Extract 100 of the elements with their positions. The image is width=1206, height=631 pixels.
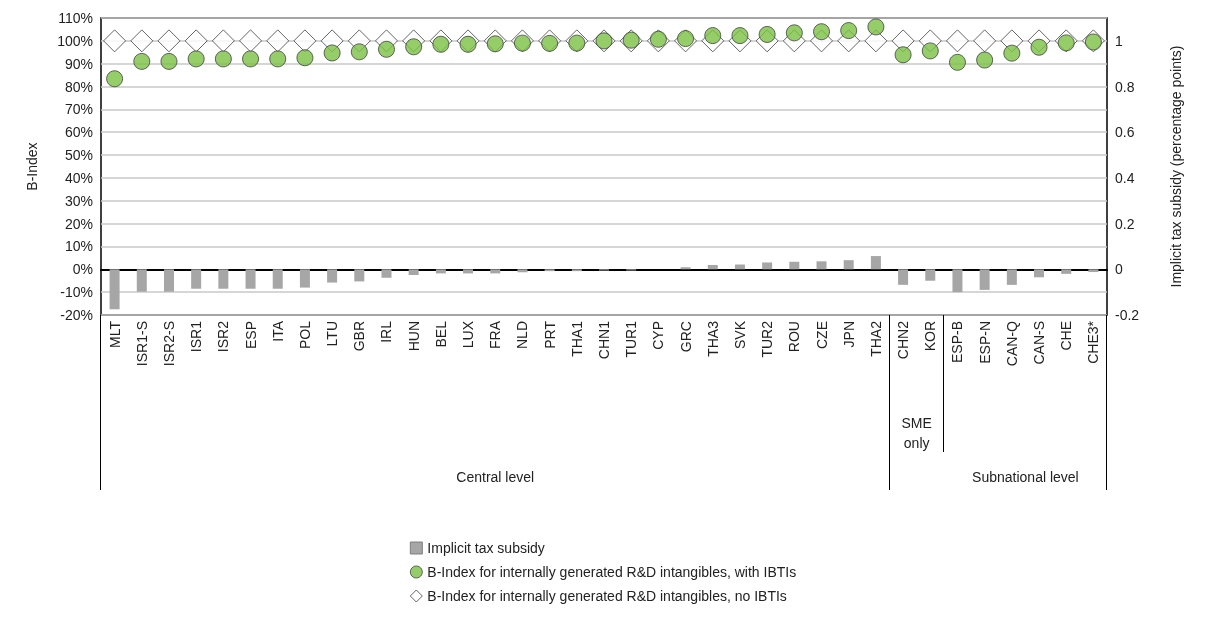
point [106,70,124,88]
x-tick-label: GBR [351,321,368,352]
point [1003,44,1021,62]
bar [272,269,283,289]
x-tick-label: ITA [269,320,286,342]
bar [435,269,446,274]
point [921,42,939,60]
y-tick-label: -20% [60,307,93,323]
bar [136,269,147,292]
y-tick-label: -10% [60,284,93,301]
x-tick-label: CAN-Q [1003,320,1020,367]
y2-tick-label: -0.2 [1115,307,1140,323]
y-tick-label: 10% [64,238,93,255]
point [266,29,290,53]
x-tick-label: ISR2-S [160,321,177,367]
bar [463,269,474,274]
y-tick-label: 70% [64,101,93,118]
x-tick-label: CAN-S [1031,321,1048,365]
x-tick-label: JPN [840,321,857,348]
x-tick-label: ESP [242,321,259,350]
point [948,53,966,71]
x-tick-label: CZE [813,321,830,349]
y-tick-label: 0% [72,261,93,278]
point [242,50,260,68]
bar [327,269,338,283]
y2-tick-label: 0.2 [1115,215,1135,232]
bar [408,269,419,276]
bar [680,267,691,270]
x-tick-label: TUR1 [623,320,640,358]
x-tick-label: ISR1 [188,320,205,353]
x-tick-label: POL [296,320,313,350]
x-tick-label: CHN1 [596,320,612,360]
bar [789,261,800,270]
bar [952,269,963,293]
point [894,46,912,64]
x-tick-label: ISR2 [215,320,232,353]
x-tick-label: KOR [922,321,939,352]
y-tick-label: 40% [64,169,93,186]
y-tick-label: 20% [64,215,93,232]
point [945,29,969,53]
x-tick-label: CHE3* [1085,320,1102,364]
x-tick-label: ISR1-S [133,321,150,367]
bar [979,269,990,290]
x-tick-label: HUN [405,321,422,352]
x-tick-label: TUR2 [759,320,776,358]
bar [925,269,936,281]
x-tick-label: CHE [1058,321,1075,351]
y2-tick-label: 1 [1115,32,1123,49]
x-tick-label: GRC [677,321,694,353]
y-tick-label: 50% [64,147,93,164]
y-tick-label: 80% [64,78,93,95]
bar [843,260,854,270]
bar [218,269,229,289]
text: SME only [900,414,933,453]
x-tick-label: CYP [650,321,667,350]
point [157,29,181,53]
x-tick-label: ROU [786,321,803,353]
point [133,52,151,70]
point [293,29,317,53]
point [187,50,205,68]
y2-axis-title: Implicit tax subsidy (percentage points) [1168,45,1184,288]
y2-tick-label: 0.6 [1115,124,1135,141]
x-tick-label: LUX [460,320,477,349]
point [350,43,368,61]
bar [490,269,501,274]
bar [816,261,827,270]
x-tick-label: ESP-N [976,321,993,364]
point [269,50,287,68]
point [160,52,178,70]
y-tick-label: 100% [57,32,93,49]
legend-label: B-Index for internally generated R&D intangibles, with IBTIs [427,564,797,580]
point [214,50,232,68]
bar [354,269,365,282]
y-tick-label: 90% [64,55,93,72]
point [296,49,314,67]
bar [1006,269,1017,285]
x-tick-label: IRL [378,320,395,343]
bar [191,269,202,289]
bar [245,269,256,289]
bar [1034,269,1045,278]
bar [1061,269,1072,274]
x-tick-label: THA2 [867,320,884,357]
point [867,18,885,36]
point [211,29,235,53]
bar [381,269,392,278]
y-tick-label: 60% [64,124,93,141]
x-tick-label: THA1 [568,320,585,357]
x-tick-label: LTU [324,321,341,347]
legend-label: Implicit tax subsidy [427,540,545,556]
point [184,29,208,53]
bar [163,269,174,292]
legend-label: B-Index for internally generated R&D intangibles, no IBTIs [427,588,787,604]
x-tick-label: PRT [541,320,558,349]
y2-tick-label: 0 [1115,261,1123,278]
point [976,51,994,69]
x-tick-label: FRA [487,320,504,349]
point [103,29,127,53]
x-tick-label: BEL [432,320,449,348]
x-tick-label: NLD [514,321,531,350]
bar [517,269,528,273]
